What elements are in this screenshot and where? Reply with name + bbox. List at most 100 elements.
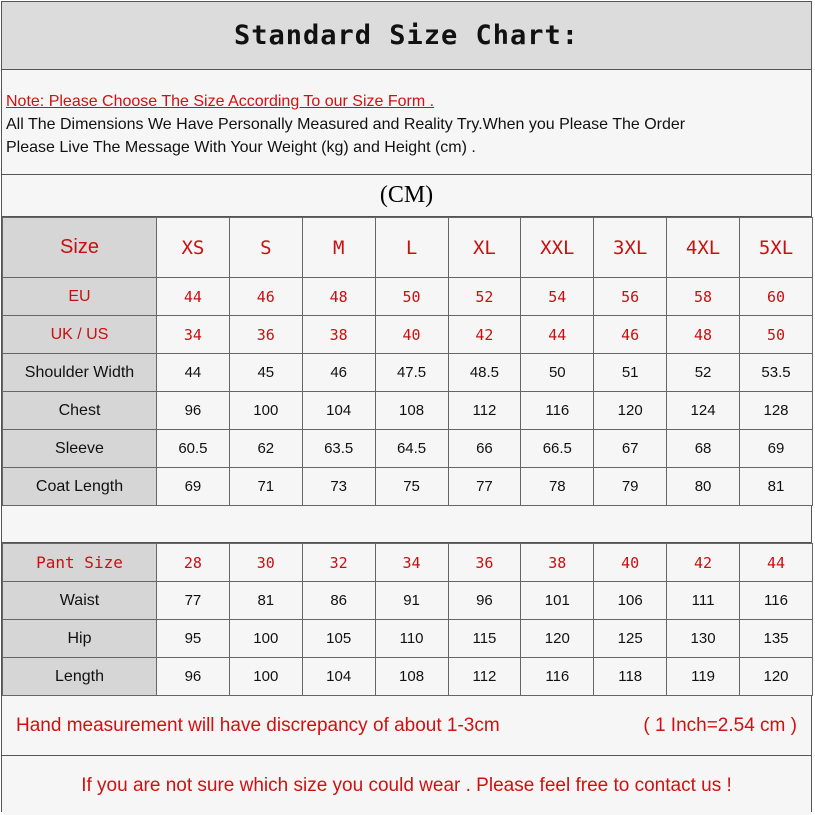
table-cell: 68 [666,429,740,468]
table-cell: 130 [666,619,740,658]
table-cell: 66.5 [520,429,595,468]
pant-size-table: Pant Size 28 30 32 34 36 38 40 42 44 Waist 77 81 86 91… [2,543,813,696]
table-cell: 100 [228,657,303,696]
table-cell: 46 [301,353,376,392]
table-cell: 77 [156,581,230,620]
row-label: Chest [2,391,157,430]
table-cell: 3XL [593,217,668,278]
table-cell: 48 [666,315,740,354]
table-cell: 50 [520,353,595,392]
table-cell: 34 [156,315,230,354]
table-cell: 53.5 [739,353,813,392]
table-cell: 116 [520,391,595,430]
table-row: Length 96 100 104 108 112 116 118 119 120 [2,657,813,696]
table-cell: 36 [228,315,303,354]
coat-size-table: Size XS S M L XL XXL 3XL 4XL 5XL EU 44 46 48 50 52 54 56 5… [2,217,813,506]
table-cell: 80 [666,467,740,506]
table-cell: 104 [301,391,376,430]
row-label: Size [2,217,157,278]
table-cell: 56 [593,277,668,316]
table-cell: 101 [520,581,595,620]
row-label: Sleeve [2,429,157,468]
table-cell: 96 [156,391,230,430]
note-section: Note: Please Choose The Size According T… [2,70,811,175]
table-cell: 67 [593,429,668,468]
table-cell: 91 [374,581,449,620]
measurement-note: Hand measurement will have discrepancy o… [2,696,811,756]
table-cell: M [301,217,376,278]
table-cell: 81 [739,467,813,506]
note-line-1: All The Dimensions We Have Personally Me… [6,116,686,133]
table-cell: 46 [228,277,303,316]
row-label: Shoulder Width [2,353,157,392]
conversion-text: ( 1 Inch=2.54 cm ) [643,714,797,736]
table-cell: 54 [520,277,595,316]
table-cell: 108 [374,657,449,696]
table-cell: 51 [593,353,668,392]
table-cell: 44 [156,353,230,392]
table-cell: 64.5 [374,429,449,468]
table-cell: 63.5 [301,429,376,468]
table-cell: 58 [666,277,740,316]
row-label: Pant Size [2,543,157,582]
table-cell: 73 [301,467,376,506]
table-cell: 125 [593,619,668,658]
table-cell: 47.5 [374,353,449,392]
table-row: Shoulder Width 44 45 46 47.5 48.5 50 51 52 53.5 [2,353,813,392]
table-cell: 108 [374,391,449,430]
row-label: UK / US [2,315,157,354]
table-cell: 40 [593,543,668,582]
table-cell: 120 [520,619,595,658]
table-cell: 116 [739,581,813,620]
contact-note: If you are not sure which size you could… [2,756,811,815]
table-cell: 86 [301,581,376,620]
table-cell: 38 [301,315,376,354]
table-cell: XL [447,217,522,278]
table-cell: 66 [447,429,522,468]
table-cell: 95 [156,619,230,658]
table-cell: 52 [666,353,740,392]
table-cell: 96 [156,657,230,696]
table-cell: 4XL [666,217,740,278]
spacer-row [2,506,811,543]
table-row: Chest 96 100 104 108 112 116 120 124 128 [2,391,813,430]
table-cell: 40 [374,315,449,354]
table-cell: 119 [666,657,740,696]
table-cell: 45 [228,353,303,392]
table-cell: XXL [520,217,595,278]
table-cell: 46 [593,315,668,354]
table-cell: 50 [374,277,449,316]
table-cell: 105 [301,619,376,658]
table-cell: 81 [228,581,303,620]
table-cell: S [228,217,303,278]
table-cell: 112 [447,391,522,430]
table-cell: 124 [666,391,740,430]
table-cell: 48 [301,277,376,316]
table-cell: 38 [520,543,595,582]
table-cell: 118 [593,657,668,696]
table-cell: 120 [739,657,813,696]
table-cell: 36 [447,543,522,582]
row-label: Length [2,657,157,696]
table-cell: 110 [374,619,449,658]
row-label: EU [2,277,157,316]
table-cell: 75 [374,467,449,506]
table-cell: 100 [228,391,303,430]
table-cell: 42 [666,543,740,582]
row-label: Hip [2,619,157,658]
table-cell: 44 [739,543,813,582]
table-cell: 34 [374,543,449,582]
table-row: EU 44 46 48 50 52 54 56 58 60 [2,277,813,316]
note-line-2: Please Live The Message With Your Weight… [6,139,476,156]
table-cell: 69 [156,467,230,506]
table-cell: 115 [447,619,522,658]
table-cell: 50 [739,315,813,354]
table-cell: 135 [739,619,813,658]
table-row: Coat Length 69 71 73 75 77 78 79 80 81 [2,467,813,506]
table-cell: 104 [301,657,376,696]
table-cell: 69 [739,429,813,468]
table-row: UK / US 34 36 38 40 42 44 46 48 50 [2,315,813,354]
table-cell: 77 [447,467,522,506]
table-cell: 32 [301,543,376,582]
